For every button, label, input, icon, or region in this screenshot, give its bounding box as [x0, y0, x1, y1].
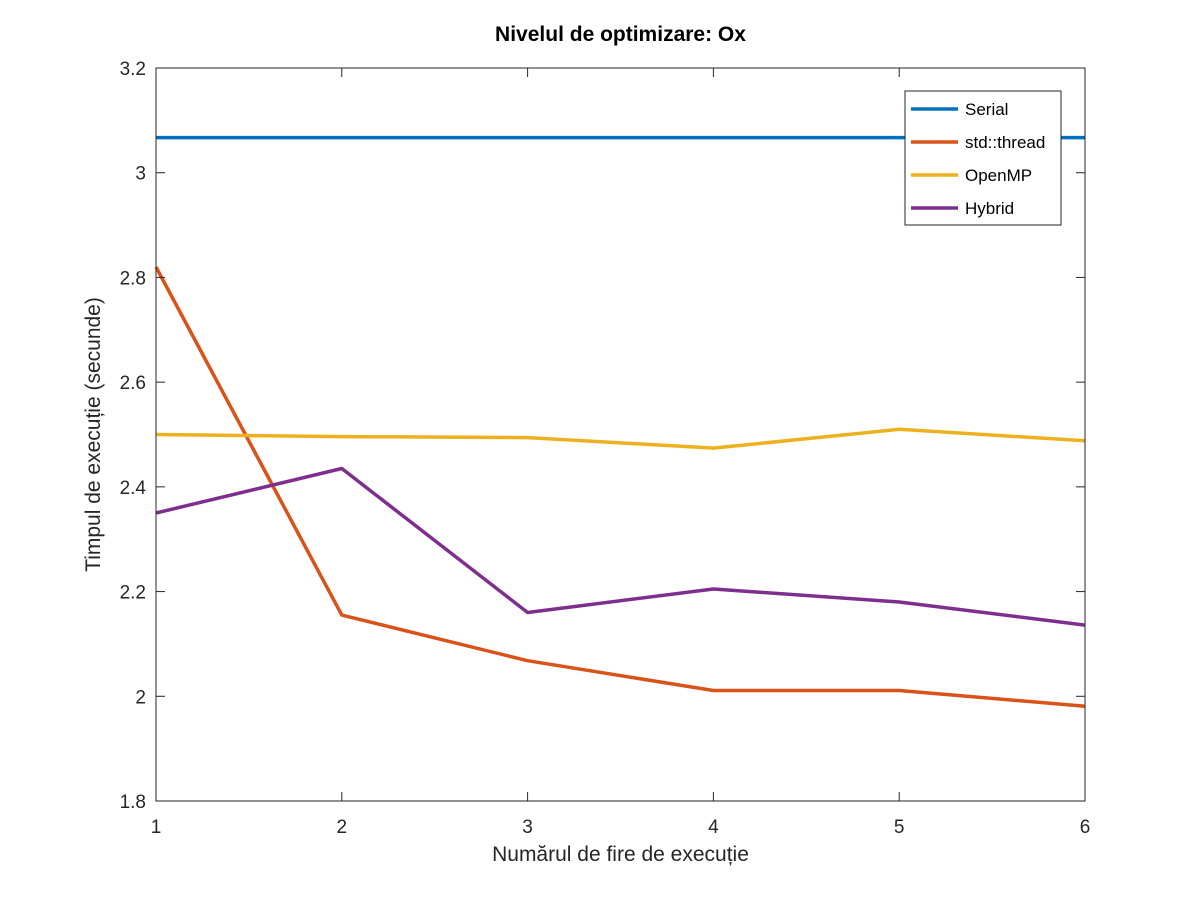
y-tick-label: 1.8	[120, 792, 146, 813]
y-axis-label: Timpul de execuție (secunde)	[82, 297, 105, 572]
chart-title: Nivelul de optimizare: Ox	[495, 23, 746, 46]
x-tick-label: 1	[151, 817, 162, 838]
series-line-std-thread	[154, 266, 1086, 708]
y-tick-label: 2.4	[120, 478, 147, 499]
legend-label: std::thread	[965, 133, 1045, 152]
series-line-hybrid	[155, 466, 1086, 627]
x-tick-label: 6	[1080, 817, 1091, 838]
y-tick-label: 2.2	[120, 583, 146, 604]
y-tick-label: 2.8	[120, 268, 146, 289]
legend-box	[904, 90, 1062, 226]
y-tick-label: 2	[135, 687, 146, 708]
x-tick-label: 5	[894, 817, 905, 838]
ticks-layer: 1 2 3 4 5 6 1.8 2 2.2 2.4 2.6 2.8 3 3.2	[120, 59, 1091, 838]
axes-box	[155, 67, 1086, 802]
legend-label: OpenMP	[965, 166, 1032, 185]
x-tick-label: 3	[522, 817, 533, 838]
legend-label: Hybrid	[965, 199, 1014, 218]
series-line-openmp	[155, 427, 1086, 450]
y-tick-label: 3.2	[120, 59, 146, 80]
x-tick-label: 4	[708, 817, 719, 838]
y-tick-label: 2.6	[120, 373, 146, 394]
legend-label: Serial	[965, 100, 1008, 119]
x-tick-label: 2	[337, 817, 348, 838]
y-tick-label: 3	[135, 164, 146, 185]
x-axis-label: Numărul de fire de execuție	[492, 843, 749, 866]
